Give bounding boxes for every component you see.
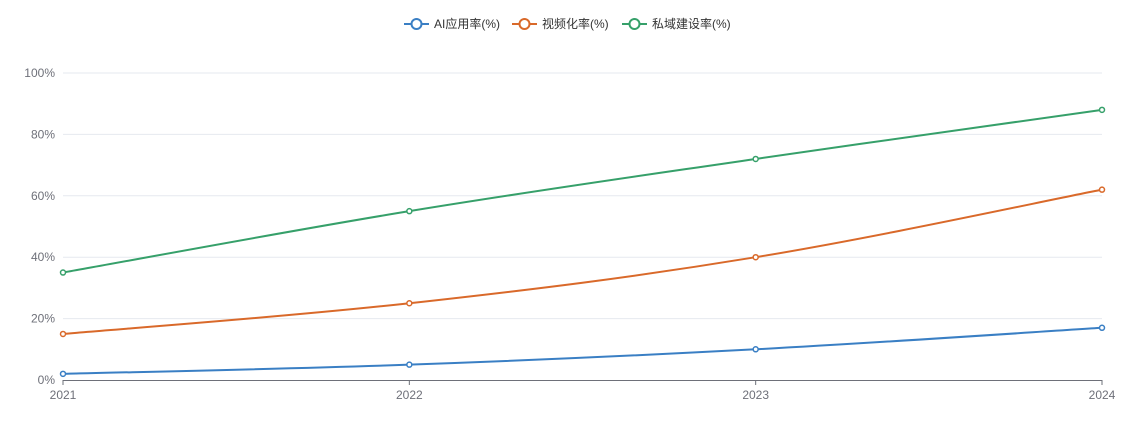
series-line <box>62 326 1103 375</box>
legend-swatch-marker[interactable] <box>518 18 531 30</box>
data-point[interactable] <box>406 207 413 215</box>
series-line <box>62 188 1103 335</box>
data-point[interactable] <box>1098 186 1106 193</box>
legend-item-label[interactable]: 私域建设率(%) <box>652 16 731 31</box>
data-point[interactable] <box>59 330 67 338</box>
x-tick-label: 2023 <box>742 388 769 402</box>
y-tick-label: 40% <box>31 250 55 264</box>
data-point[interactable] <box>59 269 67 276</box>
data-point[interactable] <box>752 155 759 163</box>
y-tick-label: 60% <box>31 189 55 203</box>
y-tick-label: 100% <box>24 66 55 80</box>
data-point[interactable] <box>1098 324 1106 332</box>
legend-item-label[interactable]: 视频化率(%) <box>542 16 609 31</box>
legend-swatch-marker[interactable] <box>410 18 423 30</box>
y-tick-label: 80% <box>31 127 55 141</box>
x-tick-label: 2022 <box>396 388 423 402</box>
legend-item-label[interactable]: AI应用率(%) <box>434 16 500 31</box>
data-point[interactable] <box>59 370 67 378</box>
data-point[interactable] <box>1098 106 1106 114</box>
y-tick-label: 0% <box>38 373 56 387</box>
series-line <box>62 108 1103 274</box>
data-point[interactable] <box>752 346 759 353</box>
x-tick-label: 2024 <box>1089 388 1116 402</box>
x-tick-label: 2021 <box>50 388 77 402</box>
data-point[interactable] <box>752 253 759 261</box>
data-point[interactable] <box>406 300 413 307</box>
y-tick-label: 20% <box>31 312 55 326</box>
legend-swatch-marker[interactable] <box>628 18 641 30</box>
data-point[interactable] <box>406 361 413 368</box>
